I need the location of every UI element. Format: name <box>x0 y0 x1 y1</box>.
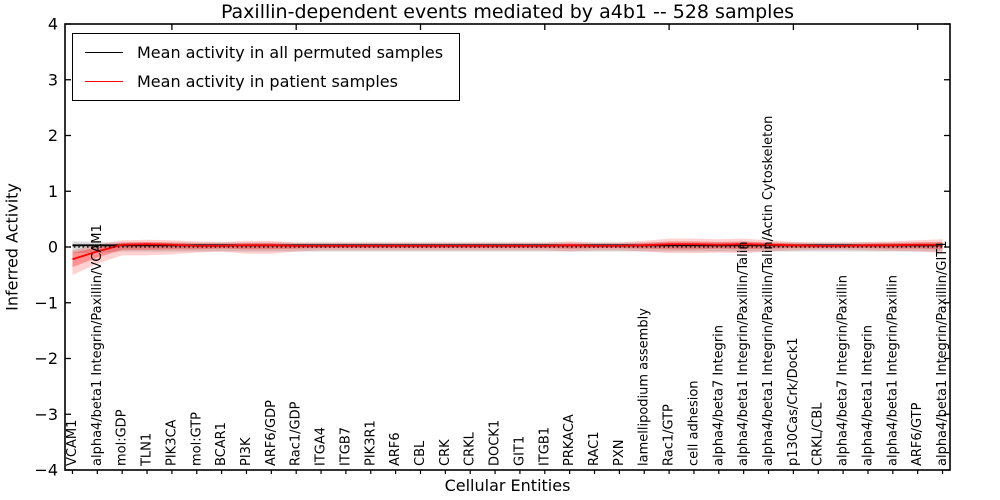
legend: Mean activity in all permuted samples Me… <box>72 33 461 101</box>
x-tick-label: mol:GTP <box>189 412 204 466</box>
legend-line-swatch-permuted <box>85 52 123 53</box>
x-tick-label: ITGB7 <box>338 427 353 466</box>
x-tick-label: CRKL <box>463 431 478 466</box>
x-tick-label: CRK <box>438 439 453 466</box>
x-tick-label: ITGB1 <box>537 427 552 466</box>
y-tick-label: 2 <box>48 126 58 145</box>
legend-label-permuted: Mean activity in all permuted samples <box>137 43 444 62</box>
band-patient-range-outer <box>72 238 943 275</box>
x-tick-label: CRKL/CBL <box>811 402 826 466</box>
x-tick-label: PI3K <box>239 437 254 466</box>
x-tick-label: alpha4/beta1 Integrin/Paxillin/VCAM1 <box>90 224 105 466</box>
y-axis-label: Inferred Activity <box>2 183 22 311</box>
x-tick-label: RAC1 <box>587 431 602 466</box>
x-tick-label: DOCK1 <box>488 420 503 466</box>
x-tick-label: ARF6/GTP <box>910 402 925 466</box>
x-tick-label: CBL <box>413 440 428 466</box>
y-tick-label: 0 <box>48 238 58 257</box>
y-tick-label: −2 <box>34 349 58 368</box>
x-tick-label: alpha4/beta1 Integrin/Paxillin/Talin/Act… <box>761 116 776 466</box>
y-tick-label: 4 <box>48 15 58 34</box>
x-tick-label: ARF6 <box>388 432 403 466</box>
y-tick-label: 3 <box>48 70 58 89</box>
x-tick-label: ITGA4 <box>314 427 329 466</box>
x-tick-label: alpha4/beta7 Integrin/Paxillin <box>836 275 851 466</box>
y-tick-label: −4 <box>34 461 58 480</box>
chart-title: Paxillin-dependent events mediated by a4… <box>220 1 795 23</box>
x-tick-label: PRKACA <box>562 414 577 466</box>
x-tick-label: GIT1 <box>512 436 527 466</box>
y-tick-label: 1 <box>48 182 58 201</box>
x-tick-label: alpha4/beta1 Integrin/Paxillin/GIT1 <box>935 240 950 466</box>
legend-entry-patient: Mean activity in patient samples <box>85 72 443 91</box>
x-tick-label: cell adhesion <box>686 380 701 466</box>
x-tick-label: p130Cas/Crk/Dock1 <box>786 337 801 466</box>
x-tick-label: VCAM1 <box>65 420 80 466</box>
x-axis-label: Cellular Entities <box>444 476 571 495</box>
x-tick-label: TLN1 <box>140 433 155 467</box>
x-tick-label: Rac1/GDP <box>289 401 304 466</box>
x-tick-label: ARF6/GDP <box>264 400 279 466</box>
x-tick-label: PXN <box>612 440 627 466</box>
x-tick-label: alpha4/beta1 Integrin/Paxillin <box>885 275 900 466</box>
x-tick-label: lamellipodium assembly <box>637 308 652 466</box>
x-tick-label: mol:GDP <box>115 409 130 466</box>
band-patient-range-inner <box>72 241 943 268</box>
y-tick-label: −3 <box>34 405 58 424</box>
y-tick-label: −1 <box>34 293 58 312</box>
x-tick-label: BCAR1 <box>214 422 229 466</box>
x-tick-label: alpha4/beta1 Integrin/Paxillin/Talin <box>736 241 751 466</box>
x-tick-label: PIK3CA <box>164 419 179 466</box>
x-tick-label: PIK3R1 <box>363 420 378 466</box>
x-tick-label: alpha4/beta7 Integrin <box>711 325 726 466</box>
x-tick-label: Rac1/GTP <box>662 404 677 466</box>
series-line-1 <box>72 243 943 261</box>
legend-line-swatch-patient <box>85 81 123 82</box>
legend-label-patient: Mean activity in patient samples <box>137 72 398 91</box>
x-tick-label: alpha4/beta1 Integrin <box>860 325 875 466</box>
legend-entry-permuted: Mean activity in all permuted samples <box>85 43 443 62</box>
